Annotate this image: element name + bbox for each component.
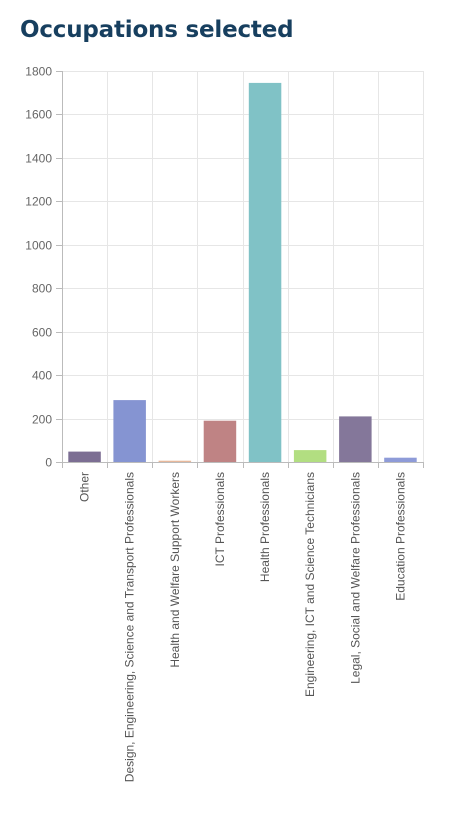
y-tick-label: 600: [32, 326, 52, 340]
x-tick-label: Engineering, ICT and Science Technicians: [303, 472, 317, 697]
x-tick-label: Legal, Social and Welfare Professionals: [348, 472, 362, 684]
y-tick-label: 200: [32, 413, 52, 427]
bar-2: [113, 400, 146, 462]
y-tick-label: 1600: [25, 108, 52, 122]
y-tick-label: 400: [32, 369, 52, 383]
bar-8: [384, 457, 417, 462]
bar-5: [248, 82, 282, 463]
bar-6: [293, 450, 327, 462]
x-tick-label: Other: [78, 472, 92, 502]
x-tick-label: Health and Welfare Support Workers: [168, 472, 182, 668]
y-tick-label: 1400: [25, 152, 52, 166]
y-tick-label: 1000: [25, 239, 52, 253]
axes: [56, 71, 424, 468]
y-tick-labels: 0 200 400 600 800 1000 1200 1400 1600 1800: [25, 65, 52, 470]
grid-lines: [62, 71, 424, 463]
bar-7: [339, 416, 372, 462]
y-tick-label: 1800: [25, 65, 52, 79]
y-tick-label: 0: [45, 456, 52, 470]
x-tick-labels: Other Design, Engineering, Science and Tr…: [78, 472, 408, 782]
bar-4: [203, 420, 237, 462]
x-tick-label: Education Professionals: [393, 472, 407, 601]
y-tick-label: 800: [32, 282, 52, 296]
bar-1: [68, 451, 101, 462]
page-title: Occupations selected: [20, 17, 294, 43]
x-tick-label: Health Professionals: [258, 472, 272, 582]
bar-3: [158, 460, 192, 462]
y-tick-label: 1200: [25, 195, 52, 209]
x-tick-label: ICT Professionals: [213, 472, 227, 566]
x-tick-label: Design, Engineering, Science and Transpo…: [123, 472, 137, 782]
bars: [68, 82, 417, 463]
